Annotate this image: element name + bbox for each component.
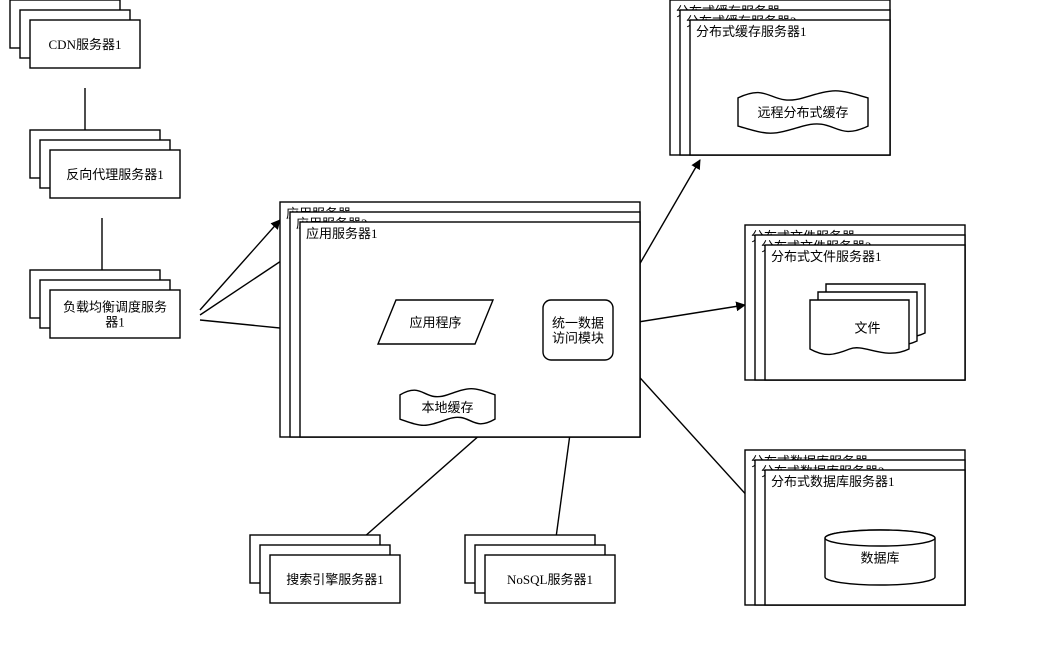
inner-app_prog: 应用程序 [378, 300, 493, 344]
inner-local_cache: 本地缓存 [400, 389, 495, 426]
dist-cache-layer-2-label: 分布式缓存服务器1 [696, 24, 807, 39]
edge-load_balancer-app_servers.layer0 [200, 220, 280, 310]
data_module-label: 统一数据访问模块 [552, 315, 604, 345]
nosql-label: NoSQL服务器1 [507, 572, 593, 587]
inner-data_module: 统一数据访问模块 [543, 300, 613, 360]
app-servers-layer-2-label: 应用服务器1 [306, 226, 378, 241]
node-reverse-proxy: 反向代理服务器1 [30, 130, 180, 198]
remote_cache-label: 远程分布式缓存 [757, 105, 848, 120]
node-dist-cache: 分布式缓存服务器n分布式缓存服务器2分布式缓存服务器1远程分布式缓存 [670, 0, 890, 155]
architecture-diagram: CDN服务器1反向代理服务器1负载均衡调度服务器1应用服务器n应用服务器2应用服… [0, 0, 1059, 656]
node-search: 搜索引擎服务器1 [250, 535, 400, 603]
search-label: 搜索引擎服务器1 [286, 572, 384, 587]
nodes-layer: CDN服务器1反向代理服务器1负载均衡调度服务器1应用服务器n应用服务器2应用服… [10, 0, 965, 605]
node-nosql: NoSQL服务器1 [465, 535, 615, 603]
edge-load_balancer-app_servers.layer1 [200, 255, 290, 315]
node-app-servers: 应用服务器n应用服务器2应用服务器1应用程序本地缓存统一数据访问模块 [280, 202, 640, 437]
node-dist-file: 分布式文件服务器n分布式文件服务器2分布式文件服务器1文件 [745, 225, 965, 380]
app_prog-label: 应用程序 [409, 315, 461, 330]
node-cdn: CDN服务器1 [10, 0, 140, 68]
inner-file: 文件 [810, 284, 925, 354]
inner-db: 数据库 [825, 530, 935, 585]
dist-db-layer-2-label: 分布式数据库服务器1 [771, 474, 895, 489]
reverse-proxy-label: 反向代理服务器1 [66, 167, 164, 182]
node-load-balancer: 负载均衡调度服务器1 [30, 270, 180, 338]
file-label: 文件 [854, 320, 880, 335]
node-dist-db: 分布式数据库服务器n分布式数据库服务器2分布式数据库服务器1数据库 [745, 450, 965, 605]
dist-file-layer-2-label: 分布式文件服务器1 [771, 249, 882, 264]
db-label: 数据库 [860, 550, 899, 565]
local_cache-label: 本地缓存 [421, 400, 473, 415]
cdn-label: CDN服务器1 [49, 37, 122, 52]
